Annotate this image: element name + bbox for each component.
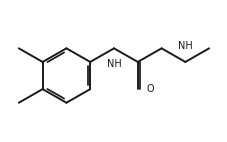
Text: O: O [146,84,153,94]
Text: NH: NH [106,59,121,69]
Text: NH: NH [177,41,192,51]
